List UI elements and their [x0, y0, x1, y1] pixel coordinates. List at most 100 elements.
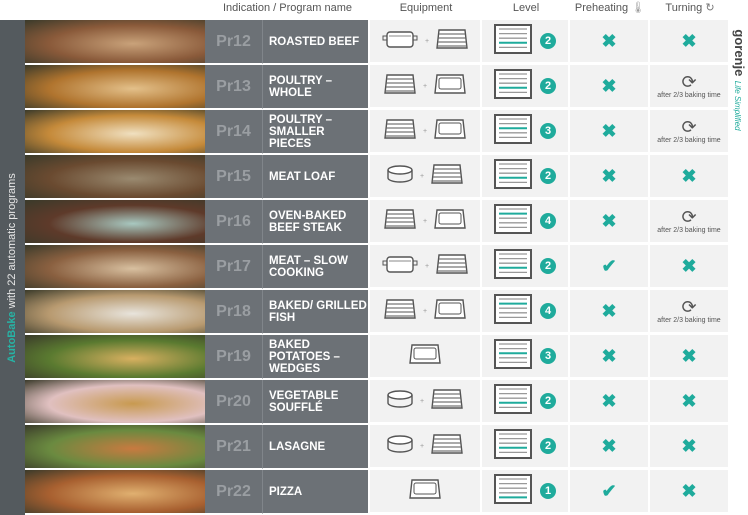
- food-photo: [25, 470, 205, 514]
- plus-sign: +: [422, 82, 428, 90]
- turning-label: Turning: [665, 2, 703, 14]
- turning-note: after 2/3 baking time: [657, 137, 721, 144]
- food-photo: [25, 110, 205, 154]
- header-program: Indication / Program name: [222, 2, 352, 14]
- equipment-cell: +: [368, 65, 480, 109]
- cross-icon: ✖: [601, 390, 617, 411]
- preheating-cell: ✔: [568, 470, 648, 514]
- check-icon: ✔: [601, 255, 617, 276]
- program-row: Pr22 PIZZA 1 ✔ ✖: [25, 470, 728, 514]
- level-number: 2: [540, 393, 556, 409]
- program-row: Pr12 ROASTED BEEF + 2 ✖ ✖: [25, 20, 728, 64]
- program-name: VEGETABLE SOUFFLÉ: [262, 380, 368, 424]
- equipment-cell: +: [368, 245, 480, 289]
- turning-cell: ⟳ after 2/3 baking time: [648, 110, 728, 154]
- program-name: BAKED/ GRILLED FISH: [262, 290, 368, 334]
- plus-sign: +: [419, 442, 425, 450]
- check-icon: ✔: [601, 480, 617, 501]
- oven-level-icon: [494, 428, 532, 464]
- wire-rack-icon: [435, 253, 469, 280]
- cross-icon: ✖: [601, 30, 617, 51]
- program-name: POULTRY – SMALLER PIECES: [262, 110, 368, 154]
- equipment-cell: +: [368, 110, 480, 154]
- header-equipment: Equipment: [399, 2, 453, 14]
- turning-cell: ⟳ after 2/3 baking time: [648, 200, 728, 244]
- level-cell: 2: [480, 245, 568, 289]
- turning-cell: ✖: [648, 380, 728, 424]
- round-dish-icon: [386, 164, 414, 189]
- program-row: Pr19 BAKED POTATOES – WEDGES 3 ✖ ✖: [25, 335, 728, 379]
- food-photo: [25, 65, 205, 109]
- oven-level-icon: [494, 158, 532, 194]
- level-number: 2: [540, 258, 556, 274]
- oven-level-icon: [494, 203, 532, 239]
- wire-rack-icon: [383, 118, 417, 145]
- program-name: BAKED POTATOES – WEDGES: [262, 335, 368, 379]
- level-number: 2: [540, 33, 556, 49]
- level-cell: 2: [480, 425, 568, 469]
- program-row: Pr14 POULTRY – SMALLER PIECES + 3 ✖ ⟳ aft…: [25, 110, 728, 154]
- equipment-cell: +: [368, 200, 480, 244]
- rotate-icon: ⟳: [681, 72, 697, 92]
- preheating-cell: ✖: [568, 110, 648, 154]
- program-row: Pr18 BAKED/ GRILLED FISH + 4 ✖ ⟳ after 2/…: [25, 290, 728, 334]
- level-cell: 1: [480, 470, 568, 514]
- thermometer-icon: 🌡: [631, 2, 646, 14]
- oven-level-icon: [494, 473, 532, 509]
- baking-tray-icon: [408, 343, 442, 370]
- cross-icon: ✖: [681, 165, 697, 186]
- rotate-icon: ⟳: [681, 297, 697, 317]
- food-photo: [25, 380, 205, 424]
- autobake-label: AutoBake: [6, 311, 18, 363]
- turning-cell: ⟳ after 2/3 baking time: [648, 65, 728, 109]
- turning-cell: ✖: [648, 425, 728, 469]
- cross-icon: ✖: [681, 480, 697, 501]
- preheating-cell: ✖: [568, 335, 648, 379]
- oven-level-icon: [494, 338, 532, 374]
- food-photo: [25, 20, 205, 64]
- oven-level-icon: [494, 113, 532, 149]
- food-photo: [25, 335, 205, 379]
- roasting-dish-icon: [381, 28, 419, 55]
- roasting-dish-icon: [381, 253, 419, 280]
- baking-tray-icon: [433, 73, 467, 100]
- round-dish-icon: [386, 434, 414, 459]
- preheating-cell: ✖: [568, 20, 648, 64]
- cross-icon: ✖: [601, 210, 617, 231]
- program-row: Pr13 POULTRY – WHOLE + 2 ✖ ⟳ after 2/3 ba…: [25, 65, 728, 109]
- level-number: 2: [540, 78, 556, 94]
- level-cell: 2: [480, 20, 568, 64]
- program-code: Pr12: [205, 20, 262, 64]
- level-cell: 3: [480, 110, 568, 154]
- program-code: Pr16: [205, 200, 262, 244]
- plus-sign: +: [422, 307, 428, 315]
- program-code: Pr13: [205, 65, 262, 109]
- sidebar-banner: AutoBake with 22 automatic programs: [0, 20, 25, 515]
- cross-icon: ✖: [681, 435, 697, 456]
- baking-tray-icon: [433, 118, 467, 145]
- cross-icon: ✖: [601, 435, 617, 456]
- brand-name: gorenje: [732, 29, 747, 77]
- equipment-cell: [368, 335, 480, 379]
- level-number: 3: [540, 348, 556, 364]
- cross-icon: ✖: [601, 120, 617, 141]
- cross-icon: ✖: [681, 30, 697, 51]
- wire-rack-icon: [383, 208, 417, 235]
- program-code: Pr15: [205, 155, 262, 199]
- preheating-cell: ✔: [568, 245, 648, 289]
- wire-rack-icon: [430, 433, 464, 460]
- program-row: Pr15 MEAT LOAF + 2 ✖ ✖: [25, 155, 728, 199]
- plus-sign: +: [422, 127, 428, 135]
- program-code: Pr18: [205, 290, 262, 334]
- food-photo: [25, 425, 205, 469]
- equipment-cell: +: [368, 20, 480, 64]
- oven-level-icon: [494, 68, 532, 104]
- preheating-cell: ✖: [568, 290, 648, 334]
- food-photo: [25, 155, 205, 199]
- cross-icon: ✖: [601, 75, 617, 96]
- turning-cell: ✖: [648, 335, 728, 379]
- header-level: Level: [512, 2, 540, 14]
- plus-sign: +: [422, 217, 428, 225]
- wire-rack-icon: [435, 28, 469, 55]
- round-dish-icon: [386, 389, 414, 414]
